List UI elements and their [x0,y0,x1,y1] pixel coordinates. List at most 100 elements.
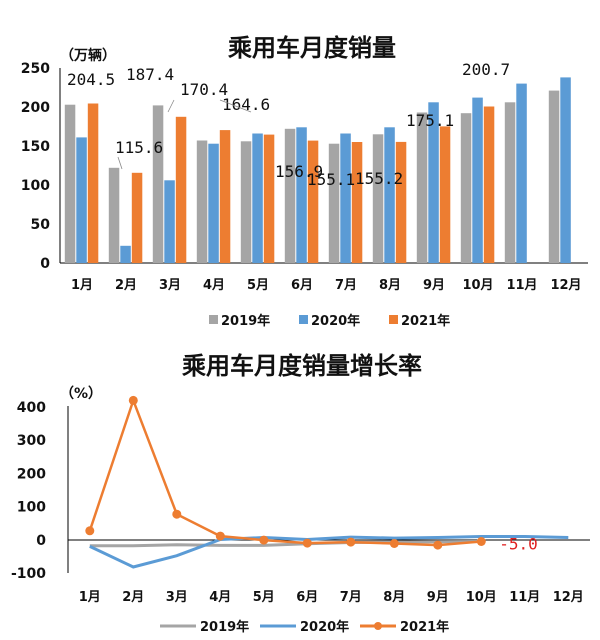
line-y-tick: 300 [17,433,46,449]
bar-category-label: 3月 [159,278,181,293]
bar-leader-line [219,99,252,113]
bar-2020年-4月 [208,143,219,263]
line-point-2021年-5月 [259,535,269,545]
bar-leader-line [167,99,175,113]
bar-legend-swatch-2021 [389,315,398,324]
bar-category-label: 10月 [462,278,493,293]
line-point-2021年-9月 [433,540,443,550]
bar-2020年-9月 [428,102,439,263]
line-category-label: 11月 [509,590,540,605]
bar-y-tick: 200 [21,100,50,116]
line-chart-title: 乘用车月度销量增长率 [181,352,422,380]
line-y-tick: 100 [17,500,46,516]
line-point-2021年-10月 [476,537,486,546]
bar-2020年-8月 [384,127,395,263]
bar-2019年-3月 [152,105,164,264]
bar-category-label: 5月 [247,278,269,293]
bar-2021年-5月 [263,134,275,263]
bar-2020年-1月 [76,137,87,263]
bar-2021年-6月 [307,140,319,263]
bar-marks [64,77,571,264]
bar-2020年-7月 [340,133,351,263]
line-point-2021年-3月 [172,509,182,519]
bar-legend-label-2020: 2020年 [311,313,360,329]
bar-2020年-11月 [516,83,527,263]
bar-legend: 2019年 2020年 2021年 [209,313,450,329]
bar-data-label: 200.7 [462,60,510,79]
line-category-label: 12月 [553,590,584,605]
bar-legend-label-2021: 2021年 [401,313,450,329]
bar-category-label: 1月 [71,278,93,293]
bar-data-label: 187.4 [126,65,174,84]
bar-2020年-6月 [296,127,307,263]
bar-category-label: 4月 [203,278,225,293]
line-y-tick: -100 [11,566,46,582]
line-category-label: 2月 [122,590,144,605]
line-category-label: 3月 [166,590,188,605]
bar-category-label: 6月 [291,278,313,293]
line-chart-unit: （%） [60,386,102,402]
bar-chart-title: 乘用车月度销量 [227,34,396,62]
line-y-tick-labels: -100 0 100 200 300 400 [11,400,46,582]
bar-2021年-1月 [87,103,99,263]
bar-data-label: 156.9 [275,162,323,181]
bar-2019年-8月 [372,134,384,263]
bar-2020年-10月 [472,97,483,263]
line-category-labels: 1月 2月 3月 4月 5月 6月 7月 8月 9月 10月 11月 12月 [79,590,584,605]
bar-leader-line [117,156,123,170]
bar-2020年-3月 [164,180,175,263]
line-point-2021年-1月 [85,526,95,536]
bar-category-label: 9月 [423,278,445,293]
bar-2021年-7月 [351,142,363,263]
bar-data-label: 170.4 [180,80,228,99]
line-point-2021年-8月 [389,539,399,548]
line-series-2020年 [89,535,569,569]
bar-2021年-2月 [131,172,143,263]
bar-data-label: 115.6 [115,138,163,157]
bar-category-label: 12月 [550,278,581,293]
line-y-tick: 200 [17,466,46,482]
line-category-label: 6月 [296,590,318,605]
line-legend: 2019年 2020年 2021年 [160,619,449,635]
line-point-2021年-2月 [128,395,138,405]
bar-2021年-4月 [219,130,231,263]
line-legend-marker-2021 [374,622,382,630]
bar-2020年-5月 [252,133,263,263]
line-y-tick: 0 [36,533,46,549]
bar-2019年-7月 [328,143,340,263]
line-category-label: 1月 [79,590,101,605]
bar-legend-label-2019: 2019年 [221,313,270,329]
bar-2019年-4月 [196,140,208,263]
line-category-label: 5月 [253,590,275,605]
line-legend-label-2020: 2020年 [300,619,349,635]
bar-2021年-3月 [175,116,187,263]
bar-2019年-6月 [284,128,296,263]
line-legend-label-2019: 2019年 [200,619,249,635]
bar-category-labels: 1月 2月 3月 4月 5月 6月 7月 8月 9月 10月 11月 12月 [71,278,582,293]
bar-2021年-10月 [483,106,495,263]
bar-2019年-2月 [108,167,120,263]
line-chart: 乘用车月度销量增长率 （%） -100 0 100 200 300 400 1月… [11,352,590,635]
bar-legend-swatch-2020 [299,315,308,324]
line-series-2021年 [88,396,482,547]
line-point-2021年-7月 [346,537,356,547]
line-annotation: -5.0 [499,534,538,553]
bar-y-tick: 50 [31,217,51,233]
bar-2019年-11月 [504,102,516,263]
bar-2019年-10月 [460,113,472,263]
bar-2021年-9月 [439,126,451,264]
bar-data-label: 155.2 [355,169,403,188]
bar-y-tick: 100 [21,178,50,194]
bar-chart: 乘用车月度销量 （万辆） 0 50 100 150 200 250 1月 2月 … [21,34,588,329]
bar-category-label: 7月 [335,278,357,293]
line-y-tick: 400 [17,400,46,416]
bar-label-leaders [117,99,252,170]
bar-data-label: 155.1 [307,170,355,189]
line-legend-label-2021: 2021年 [400,619,449,635]
line-series-2019年 [89,540,482,548]
bar-data-label: 164.6 [222,95,270,114]
line-category-label: 9月 [427,590,449,605]
bar-2019年-1月 [64,104,76,263]
